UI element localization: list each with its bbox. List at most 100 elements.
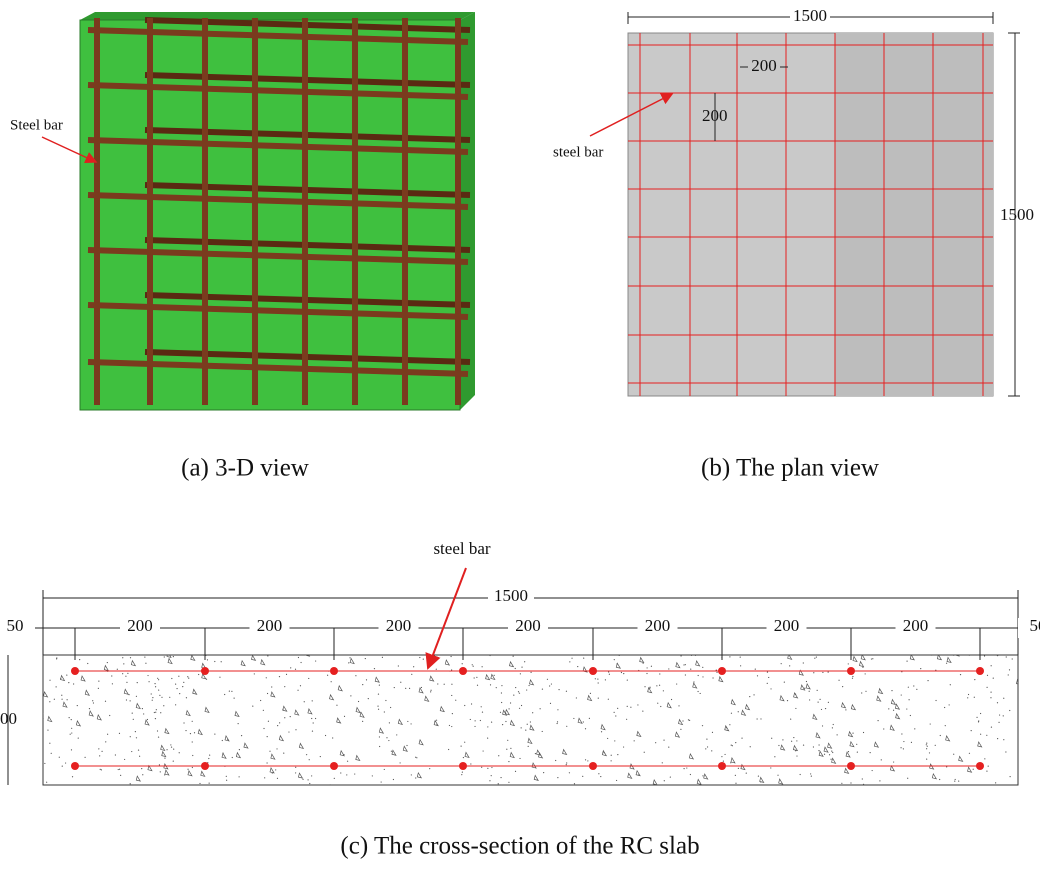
speck (332, 737, 333, 738)
speck (865, 673, 866, 674)
speck (927, 680, 928, 681)
speck (476, 677, 477, 678)
speck (312, 700, 313, 701)
speck (192, 721, 193, 722)
speck (984, 655, 985, 656)
speck (87, 663, 88, 664)
speck (111, 675, 112, 676)
speck (871, 658, 872, 659)
speck (263, 728, 264, 729)
speck (416, 757, 417, 758)
speck (336, 705, 337, 706)
speck (818, 702, 819, 703)
speck (688, 719, 689, 720)
speck (510, 748, 511, 749)
speck (585, 728, 586, 729)
speck (275, 769, 276, 770)
speck (702, 667, 703, 668)
speck (252, 706, 253, 707)
speck (480, 720, 481, 721)
speck (515, 668, 516, 669)
speck (254, 673, 255, 674)
speck (54, 699, 55, 700)
speck (644, 752, 645, 753)
speck (784, 682, 785, 683)
speck (852, 733, 853, 734)
speck (304, 701, 305, 702)
speck (155, 718, 156, 719)
box-side (460, 12, 475, 410)
speck (73, 683, 74, 684)
speck (69, 717, 70, 718)
speck (179, 693, 180, 694)
speck (436, 720, 437, 721)
speck (79, 659, 80, 660)
dim-label: 200 (903, 616, 929, 635)
speck (955, 779, 956, 780)
speck (712, 732, 713, 733)
speck (288, 731, 289, 732)
speck (557, 709, 558, 710)
speck (590, 693, 591, 694)
speck (542, 731, 543, 732)
speck (582, 776, 583, 777)
speck (935, 700, 936, 701)
speck (194, 732, 195, 733)
speck (830, 759, 831, 760)
speck (831, 751, 832, 752)
speck (907, 778, 908, 779)
dim-spacing-y: 200 (702, 106, 728, 125)
rebar-dot (718, 667, 726, 675)
speck (130, 736, 131, 737)
speck (133, 719, 134, 720)
dim-label: 200 (515, 616, 541, 635)
speck (598, 682, 599, 683)
dim-label: 200 (386, 616, 412, 635)
speck (811, 776, 812, 777)
speck (929, 752, 930, 753)
speck (489, 780, 490, 781)
speck (500, 777, 501, 778)
speck (527, 724, 528, 725)
speck (809, 699, 810, 700)
speck (374, 668, 375, 669)
speck (155, 712, 156, 713)
speck (838, 680, 839, 681)
speck (295, 772, 296, 773)
speck (49, 701, 50, 702)
arrow (428, 568, 466, 668)
speck (721, 756, 722, 757)
speck (619, 655, 620, 656)
speck (774, 756, 775, 757)
speck (415, 777, 416, 778)
speck (462, 772, 463, 773)
speck (611, 760, 612, 761)
speck (833, 724, 834, 725)
speck (107, 662, 108, 663)
speck (475, 720, 476, 721)
speck (724, 754, 725, 755)
speck (550, 703, 551, 704)
speck (430, 691, 431, 692)
speck (608, 671, 609, 672)
speck (267, 693, 268, 694)
speck (70, 734, 71, 735)
speck (914, 728, 915, 729)
speck (481, 767, 482, 768)
speck (239, 776, 240, 777)
speck (260, 700, 261, 701)
speck (44, 763, 45, 764)
speck (311, 775, 312, 776)
speck (207, 659, 208, 660)
speck (365, 658, 366, 659)
speck (702, 775, 703, 776)
speck (690, 774, 691, 775)
speck (617, 708, 618, 709)
speck (449, 725, 450, 726)
speck (903, 741, 904, 742)
speck (852, 678, 853, 679)
speck (77, 705, 78, 706)
speck (789, 665, 790, 666)
speck (386, 737, 387, 738)
speck (382, 657, 383, 658)
